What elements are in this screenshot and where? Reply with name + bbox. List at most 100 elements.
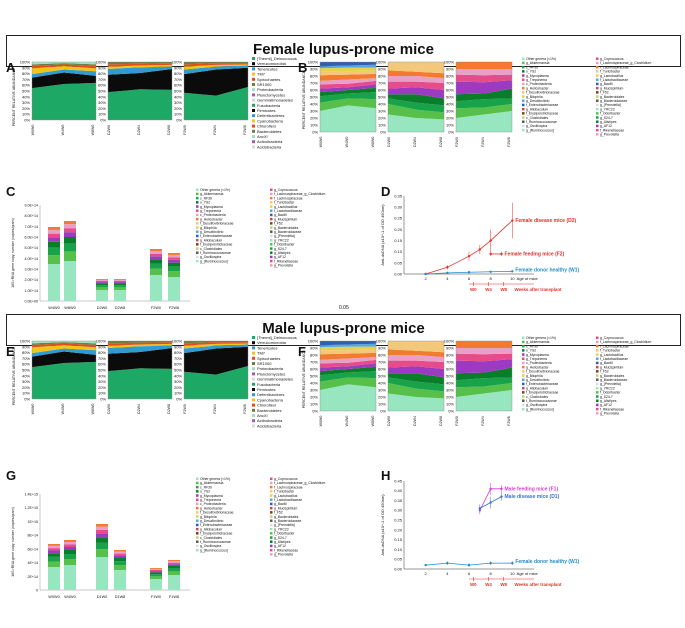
- female-b1-tick: 80%: [310, 74, 318, 79]
- male-g-bar-seg: [150, 579, 162, 590]
- male-b-legend-item: g_[Prevotella]: [600, 382, 621, 386]
- male-g-bar-seg: [168, 560, 180, 562]
- chart-D-xtick: 4: [446, 276, 449, 281]
- chart-D-point: [478, 248, 482, 251]
- male-b2-xlabel: D2W8: [439, 416, 443, 426]
- chart-H-xlabel: Age of mice: [517, 571, 539, 576]
- chart-H-ytick: 0.05: [394, 557, 403, 562]
- male-g-bar-seg: [64, 559, 76, 565]
- female-c-bar-label: F2W8: [169, 306, 179, 310]
- chart-D-xtick: 2: [425, 276, 428, 281]
- female-phyla-swatch: [252, 103, 255, 107]
- male-g-copy-swatch: [270, 511, 273, 514]
- female-a3-tick: 70%: [174, 77, 182, 82]
- female-c-copy-swatch: [196, 226, 199, 229]
- male-g-copy-legend-item: g_[Ruminococcus]: [200, 548, 228, 552]
- female-c-copy-legend-item: g_Bacteroidales: [274, 226, 299, 230]
- female-b-legend-item: g_Prevotella: [600, 133, 619, 137]
- female-b2-xlabel: D2W0: [387, 137, 391, 147]
- male-phyla-swatch: [252, 351, 255, 355]
- male-g-copy-legend-item: c_Clostridiales: [200, 536, 222, 540]
- male-a2-tick: 0%: [100, 397, 106, 402]
- male-a3-xlabel: F2W8: [243, 404, 247, 414]
- male-b-swatch: [596, 378, 599, 381]
- female-b1-frame: [319, 61, 377, 133]
- female-phyla-legend-item: Tenericutes: [257, 66, 277, 71]
- male-phyla-legend-item: Fusobacteria: [257, 382, 281, 387]
- chart-D-transplant-mark: W4: [485, 287, 492, 292]
- female-b2-tick: 50%: [378, 95, 386, 100]
- male-a1-tick: 30%: [22, 379, 30, 384]
- male-g-copy-legend-item: g_AF12: [274, 544, 286, 548]
- female-c-copy-swatch: [270, 243, 273, 246]
- male-b2-tick: 90%: [378, 346, 386, 351]
- male-g-bar-seg: [168, 566, 180, 569]
- female-c-copy-swatch: [196, 213, 199, 217]
- female-c-ytick: 1.0E+14: [25, 289, 39, 293]
- female-c-copy-swatch: [270, 201, 273, 204]
- male-b-swatch: [596, 344, 599, 348]
- female-a2-layer: [108, 64, 172, 69]
- female-c-copy-legend-item: g_S24-7: [274, 247, 287, 251]
- male-b-swatch: [522, 407, 525, 411]
- female-b-swatch: [522, 116, 525, 119]
- male-g-copy-swatch: [196, 540, 199, 543]
- male-g-bar-seg: [114, 555, 126, 558]
- female-c-copy-swatch: [196, 217, 199, 221]
- male-phyla-legend-item: Deferribacteres: [257, 392, 284, 397]
- male-g-copy-legend-item: f_F52: [274, 511, 283, 515]
- male-b-legend-item: f_Lactobacillaceae: [600, 357, 628, 361]
- female-c-ytick: 6.0E+14: [25, 236, 39, 240]
- female-b-legend-item: f_Ruminococcaceae: [526, 120, 557, 124]
- male-b2-xlabel: D2W4: [413, 416, 417, 426]
- male-phyla-legend-item: Planctomycetes: [257, 371, 285, 376]
- male-g-bar-seg: [96, 529, 108, 534]
- male-g-copy-swatch: [196, 527, 199, 531]
- chart-D-xtick: 6: [468, 276, 471, 281]
- female-c-copy-legend-item: g_Akkermansia: [200, 192, 223, 196]
- female-c-copy-swatch: [270, 259, 273, 263]
- female-b3-tick: 20%: [446, 116, 454, 121]
- male-phyla-legend-item: Chloroflexi: [257, 403, 276, 408]
- female-c-copy-swatch: [196, 251, 199, 254]
- male-b3-xlabel: F2W4: [481, 416, 485, 426]
- female-phyla-legend-item: Fusobacteria: [257, 103, 281, 108]
- female-b-swatch: [596, 124, 599, 128]
- female-c-copy-swatch: [270, 213, 273, 217]
- male-a1-tick: 90%: [22, 344, 30, 349]
- female-b-swatch: [522, 95, 525, 98]
- male-g-copy-swatch: [270, 553, 273, 556]
- male-b-legend-item: g_Alistipes: [600, 399, 617, 403]
- male-b-swatch: [596, 399, 599, 402]
- male-b1-layer: [320, 377, 376, 390]
- male-a3-tick: 20%: [174, 385, 182, 390]
- male-header: Male lupus-prone mice: [262, 320, 425, 337]
- female-c-ytick: 8.0E+14: [25, 214, 39, 218]
- male-g-copy-legend-item: f_Desulfovibrionaceae: [200, 511, 234, 515]
- male-g-copy-swatch: [196, 511, 199, 514]
- male-g-copy-swatch: [196, 515, 199, 518]
- chart-D-ytick: 0.25: [394, 216, 403, 221]
- male-g-copy-legend-item: g_Prevotella: [274, 553, 293, 557]
- female-b1-layer: [320, 84, 376, 93]
- male-b1-layer: [320, 343, 376, 348]
- female-c-copy-swatch: [270, 234, 273, 238]
- female-c-copy-legend-item: o_YS2: [200, 201, 210, 205]
- male-g-bar-seg: [114, 553, 126, 556]
- female-b-legend-item: f_Rikenellaceae: [600, 128, 624, 132]
- chart-H-series-label: Female donor healthy (W1): [515, 559, 579, 565]
- male-a2-xlabel: D2W0: [107, 404, 111, 414]
- male-b-swatch: [596, 365, 599, 369]
- female-b3-tick: 50%: [446, 95, 454, 100]
- male-a2-tick: 90%: [98, 344, 106, 349]
- female-a1-tick: 60%: [22, 83, 30, 88]
- male-g-copy-swatch: [270, 494, 273, 497]
- male-phyla-swatch: [252, 336, 255, 339]
- chart-H-point: [500, 487, 503, 491]
- female-c-copy-legend-item: g_[Prevotella]: [274, 234, 295, 238]
- male-g-ytick: 6E+14: [28, 547, 39, 551]
- female-a3-layer: [184, 62, 248, 65]
- male-g-copy-legend-item: g_Alistipes: [274, 540, 291, 544]
- male-b-swatch: [522, 344, 525, 348]
- female-b3-frame: [455, 61, 513, 133]
